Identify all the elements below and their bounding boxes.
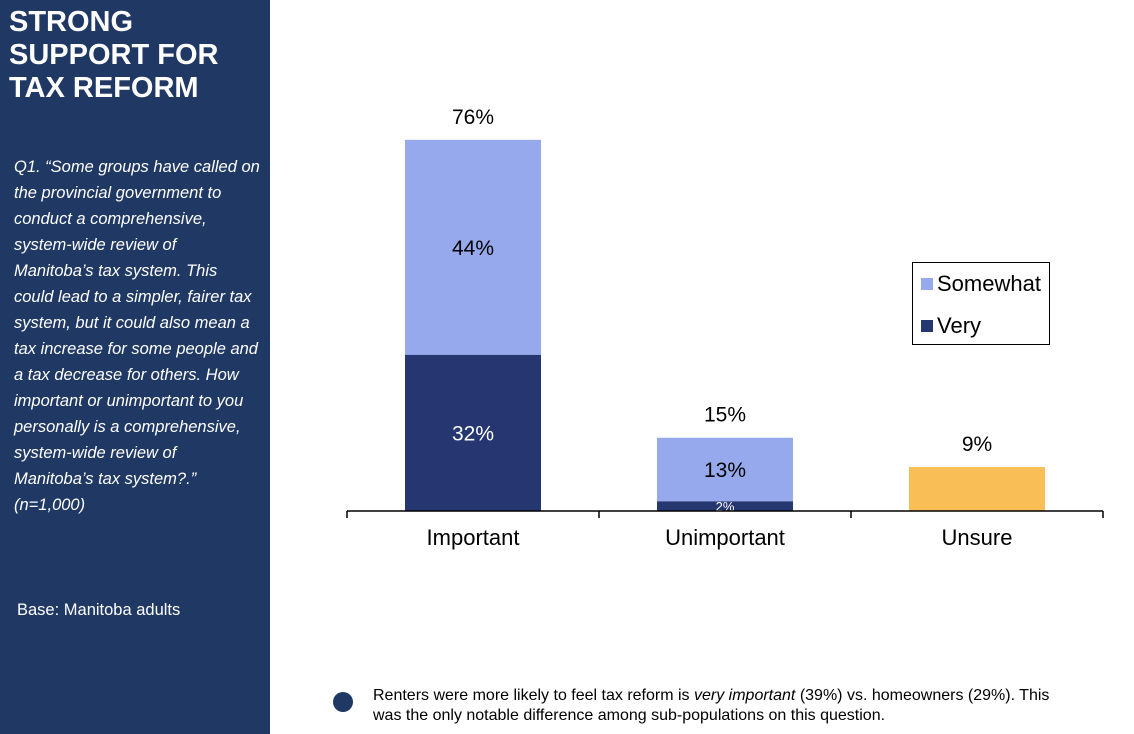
bar-unimportant-somewhat: [657, 437, 793, 502]
category-label-unimportant: Unimportant: [665, 525, 785, 550]
total-label-unsure: 9%: [962, 433, 992, 456]
total-label-important: 76%: [452, 106, 494, 129]
legend-swatch-somewhat: [921, 278, 933, 290]
bar-important-very: [405, 354, 541, 511]
base-note: Base: Manitoba adults: [17, 601, 181, 619]
question-text: Q1. “Some groups have called on the prov…: [14, 158, 260, 514]
data-label-unimportant-somewhat: 13%: [704, 459, 746, 482]
chart-legend: Somewhat Very: [912, 262, 1050, 345]
category-label-unsure: Unsure: [942, 525, 1013, 550]
legend-entry-very: Very: [921, 313, 981, 339]
footnote-text: Renters were more likely to feel tax ref…: [373, 687, 1050, 724]
legend-swatch-very: [921, 320, 933, 332]
category-label-important: Important: [427, 525, 520, 550]
data-label-important-very: 32%: [452, 422, 494, 445]
bar-unimportant-very: [657, 501, 793, 511]
sidebar: STRONG SUPPORT FOR TAX REFORM Q1. “Some …: [0, 0, 270, 734]
data-label-unimportant-very: 2%: [716, 499, 735, 514]
bar-unsure-unsure: [909, 467, 1045, 511]
bullet-icon: [333, 692, 353, 712]
data-label-important-somewhat: 44%: [452, 237, 494, 260]
total-label-unimportant: 15%: [704, 404, 746, 427]
page-title: STRONG SUPPORT FOR TAX REFORM: [9, 6, 219, 104]
bar-important-somewhat: [405, 139, 541, 355]
legend-entry-somewhat: Somewhat: [921, 271, 1041, 297]
